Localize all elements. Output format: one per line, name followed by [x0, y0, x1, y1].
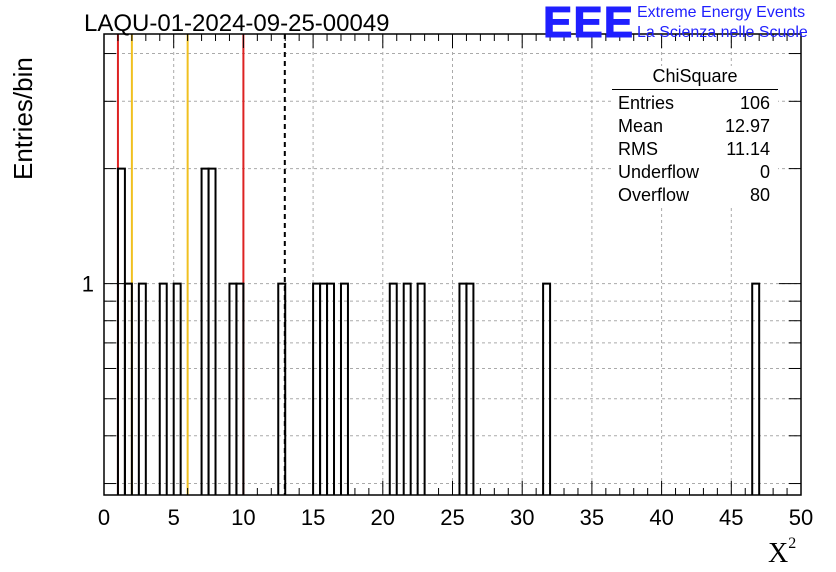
histogram-bin — [158, 282, 168, 495]
y-axis-label: Entries/bin — [8, 57, 38, 180]
x-axis-label: X2 — [768, 534, 797, 570]
histogram-bin — [388, 282, 398, 495]
stats-value: 106 — [739, 93, 770, 113]
histogram-bin — [137, 282, 147, 495]
stats-value: 80 — [749, 185, 770, 205]
histogram-bin — [458, 282, 468, 495]
stats-box: ChiSquare Entries 106 Mean 12.97 RMS 11.14 … — [612, 66, 778, 207]
histogram-bin — [200, 167, 210, 495]
x-axis-label-superscript: 2 — [788, 534, 797, 552]
stats-label: Mean — [618, 116, 664, 136]
histogram-bin — [312, 282, 322, 495]
brand-line-2: La Scienza nelle Scuole — [637, 24, 808, 41]
x-tick-label: 30 — [510, 505, 534, 530]
x-tick-label: 10 — [231, 505, 255, 530]
histogram-bin — [172, 282, 182, 495]
x-tick-label: 5 — [168, 505, 180, 530]
histogram-bin — [416, 282, 426, 495]
x-tick-label: 0 — [98, 505, 110, 530]
histogram-bin — [326, 282, 336, 495]
brand-line-1: Extreme Energy Events — [637, 4, 806, 21]
x-tick-label: 40 — [649, 505, 673, 530]
stats-row-underflow: Underflow 0 — [612, 161, 778, 184]
stats-value: 11.14 — [726, 139, 770, 159]
histogram-bin — [228, 282, 238, 495]
histogram-bin — [277, 282, 287, 495]
x-tick-label: 50 — [789, 505, 813, 530]
histogram-bin — [116, 167, 126, 495]
stats-label: Overflow — [618, 185, 690, 205]
run-title: LAQU-01-2024-09-25-00049 — [84, 10, 390, 37]
stats-row-overflow: Overflow 80 — [612, 184, 778, 207]
stats-label: Entries — [618, 93, 675, 113]
x-tick-label: 25 — [440, 505, 464, 530]
histogram-bin — [207, 167, 217, 495]
stats-row-entries: Entries 106 — [612, 92, 778, 115]
histogram-bin — [402, 282, 412, 495]
x-axis-label-base: X — [768, 538, 789, 569]
stats-value: 0 — [759, 162, 770, 182]
histogram-bin — [751, 282, 761, 495]
histogram-bin — [465, 282, 475, 495]
histogram-bin — [542, 282, 552, 495]
eee-logo: EEE — [542, 0, 635, 47]
y-tick-label: 1 — [82, 272, 94, 297]
stats-row-rms: RMS 11.14 — [612, 138, 778, 161]
stats-value: 12.97 — [724, 116, 770, 136]
stats-label: Underflow — [618, 162, 700, 182]
x-tick-label: 15 — [301, 505, 325, 530]
stats-label: RMS — [618, 139, 658, 159]
histogram-bin — [235, 282, 245, 495]
stats-title: ChiSquare — [612, 66, 778, 90]
x-tick-label: 20 — [371, 505, 395, 530]
stats-row-mean: Mean 12.97 — [612, 115, 778, 138]
x-tick-label: 35 — [580, 505, 604, 530]
histogram-bin — [123, 282, 133, 495]
histogram-bin — [339, 282, 349, 495]
x-tick-label: 45 — [719, 505, 743, 530]
histogram-bin — [319, 282, 329, 495]
